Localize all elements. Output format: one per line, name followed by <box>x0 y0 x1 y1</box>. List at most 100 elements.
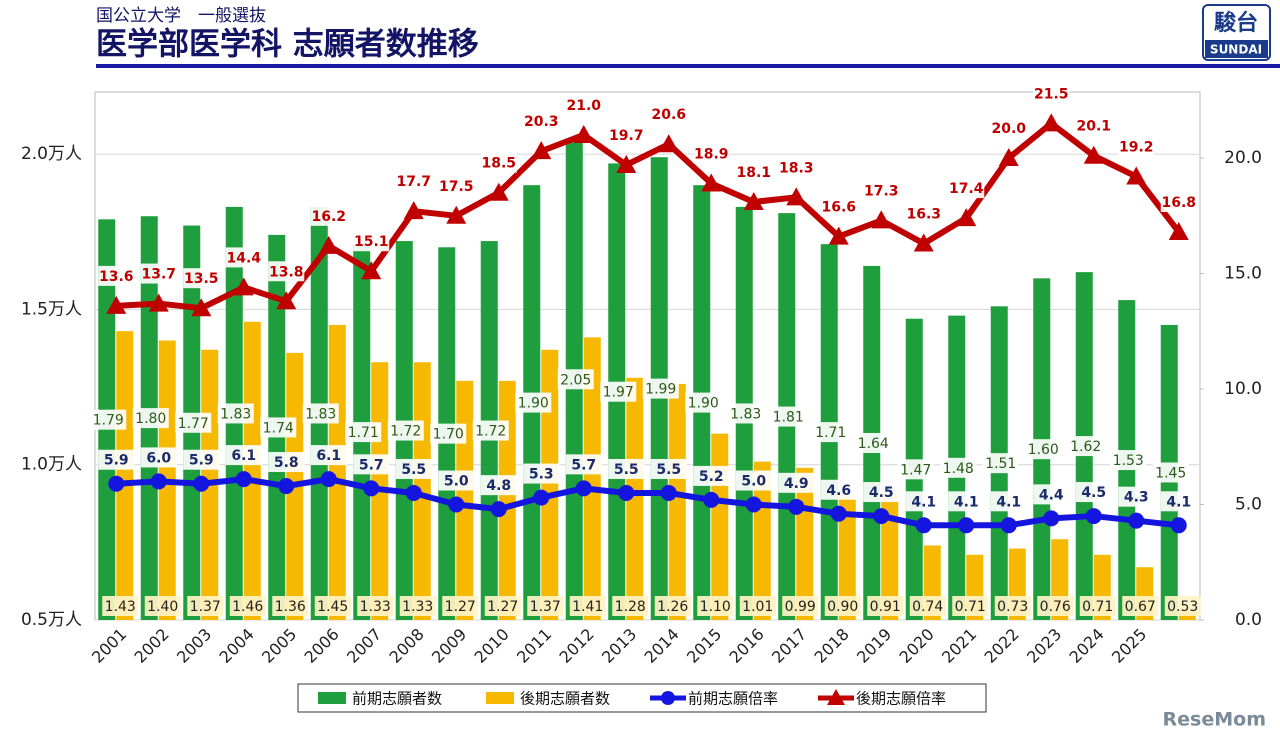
y2-tick-label: 10.0 <box>1224 379 1262 399</box>
line-marker <box>148 293 169 312</box>
bar-value-label: 1.60 <box>1025 439 1062 460</box>
line-marker <box>745 496 762 513</box>
label-box <box>697 596 734 616</box>
line-value-label: 17.5 <box>438 175 475 196</box>
bar-value-label: 1.36 <box>272 596 309 616</box>
label-box <box>523 111 560 132</box>
label-box <box>990 118 1027 139</box>
bar-value-label: 0.91 <box>870 599 901 615</box>
label-box <box>1122 596 1159 616</box>
label-box <box>1152 462 1189 483</box>
bar-value-label: 0.71 <box>955 599 986 615</box>
bar-value-label: 0.90 <box>827 599 858 615</box>
line-value-label: 5.8 <box>274 455 299 471</box>
label-box <box>1033 484 1070 505</box>
x-tick-label: 2014 <box>641 625 683 667</box>
line-marker <box>786 187 807 206</box>
label-box <box>739 596 776 616</box>
bar-value-label: 1.51 <box>982 453 1019 474</box>
line-value-label: 4.3 <box>1124 490 1149 506</box>
chart-title: 医学部医学科 志願者数推移 <box>96 27 479 63</box>
label-box <box>994 596 1031 616</box>
bar-value-label: 1.81 <box>773 410 804 426</box>
bar-value-label: 1.79 <box>90 409 127 430</box>
bar-value-label: 1.90 <box>688 396 719 412</box>
line-marker <box>828 226 849 245</box>
bar-value-label: 1.45 <box>314 596 351 616</box>
x-tick-label: 2010 <box>471 625 513 667</box>
x-tick-label: 2005 <box>258 625 300 667</box>
label-box <box>982 453 1019 474</box>
line-value-label: 5.0 <box>444 474 469 490</box>
bar-value-label: 1.83 <box>302 403 339 424</box>
label-box <box>855 432 892 453</box>
label-box <box>260 417 297 438</box>
line-value-label: 4.8 <box>486 478 511 494</box>
label-box <box>268 261 305 282</box>
bar-value-label: 1.74 <box>263 420 294 436</box>
line-value-label: 4.5 <box>869 485 894 501</box>
line-value-label: 5.9 <box>183 449 220 470</box>
label-box <box>98 449 135 470</box>
label-box <box>1025 439 1062 460</box>
line <box>116 120 1182 312</box>
line-value-label: 18.5 <box>480 152 517 173</box>
bar-value-label: 1.26 <box>654 596 691 616</box>
line-marker <box>446 205 467 224</box>
line-value-label: 18.3 <box>778 157 815 178</box>
line-marker <box>106 295 127 314</box>
line-value-label: 4.6 <box>820 479 857 500</box>
x-tick-label: 2024 <box>1066 625 1108 667</box>
bar-value-label: 1.97 <box>603 385 634 401</box>
label-box <box>102 596 139 616</box>
line-value-label: 4.8 <box>480 475 517 496</box>
line-value-label: 5.5 <box>395 458 432 479</box>
label-box <box>395 171 432 192</box>
x-tick-label: 2017 <box>768 625 810 667</box>
bar-value-label: 1.37 <box>190 599 221 615</box>
line-marker <box>701 173 722 192</box>
label-box <box>557 369 594 390</box>
line-value-label: 13.7 <box>141 267 176 283</box>
bar <box>498 380 516 620</box>
bar-value-label: 1.83 <box>727 403 764 424</box>
line-marker <box>193 475 210 492</box>
line-value-label: 4.5 <box>863 482 900 503</box>
bar-value-label: 1.90 <box>515 392 552 413</box>
line-marker <box>788 498 805 515</box>
bar-value-label: 1.64 <box>855 432 892 453</box>
y2-tick-label: 5.0 <box>1235 495 1262 515</box>
line-marker <box>405 484 422 501</box>
legend-label: 前期志願倍率 <box>688 690 778 708</box>
bar-value-label: 1.90 <box>518 396 549 412</box>
label-box <box>353 454 390 475</box>
bar-value-label: 1.27 <box>445 599 476 615</box>
bar-value-label: 1.72 <box>472 420 509 441</box>
bar-value-label: 1.70 <box>433 427 464 443</box>
bar-value-label: 1.41 <box>569 596 606 616</box>
line-value-label: 13.8 <box>269 264 304 280</box>
y-tick-label: 1.5万人 <box>21 299 82 319</box>
line-marker <box>361 261 382 280</box>
line-value-label: 17.7 <box>395 171 432 192</box>
x-tick-label: 2023 <box>1023 625 1065 667</box>
line-marker <box>703 491 720 508</box>
label-box <box>345 422 382 443</box>
bar-value-label: 1.80 <box>132 408 169 429</box>
label-box <box>430 423 467 444</box>
line-value-label: 16.2 <box>310 205 347 226</box>
bar-value-label: 1.01 <box>739 596 776 616</box>
line-marker <box>956 208 977 227</box>
label-box <box>863 482 900 503</box>
y2-tick-label: 0.0 <box>1235 610 1262 630</box>
bar-value-label: 0.99 <box>785 599 816 615</box>
legend-swatch <box>318 692 346 704</box>
line-value-label: 6.1 <box>316 448 341 464</box>
bar-value-label: 1.27 <box>484 596 521 616</box>
bar-value-label: 1.99 <box>645 382 676 398</box>
label-box <box>565 94 602 115</box>
label-box <box>1075 115 1112 136</box>
bar <box>243 321 261 620</box>
label-box <box>693 465 730 486</box>
label-box <box>863 180 900 201</box>
